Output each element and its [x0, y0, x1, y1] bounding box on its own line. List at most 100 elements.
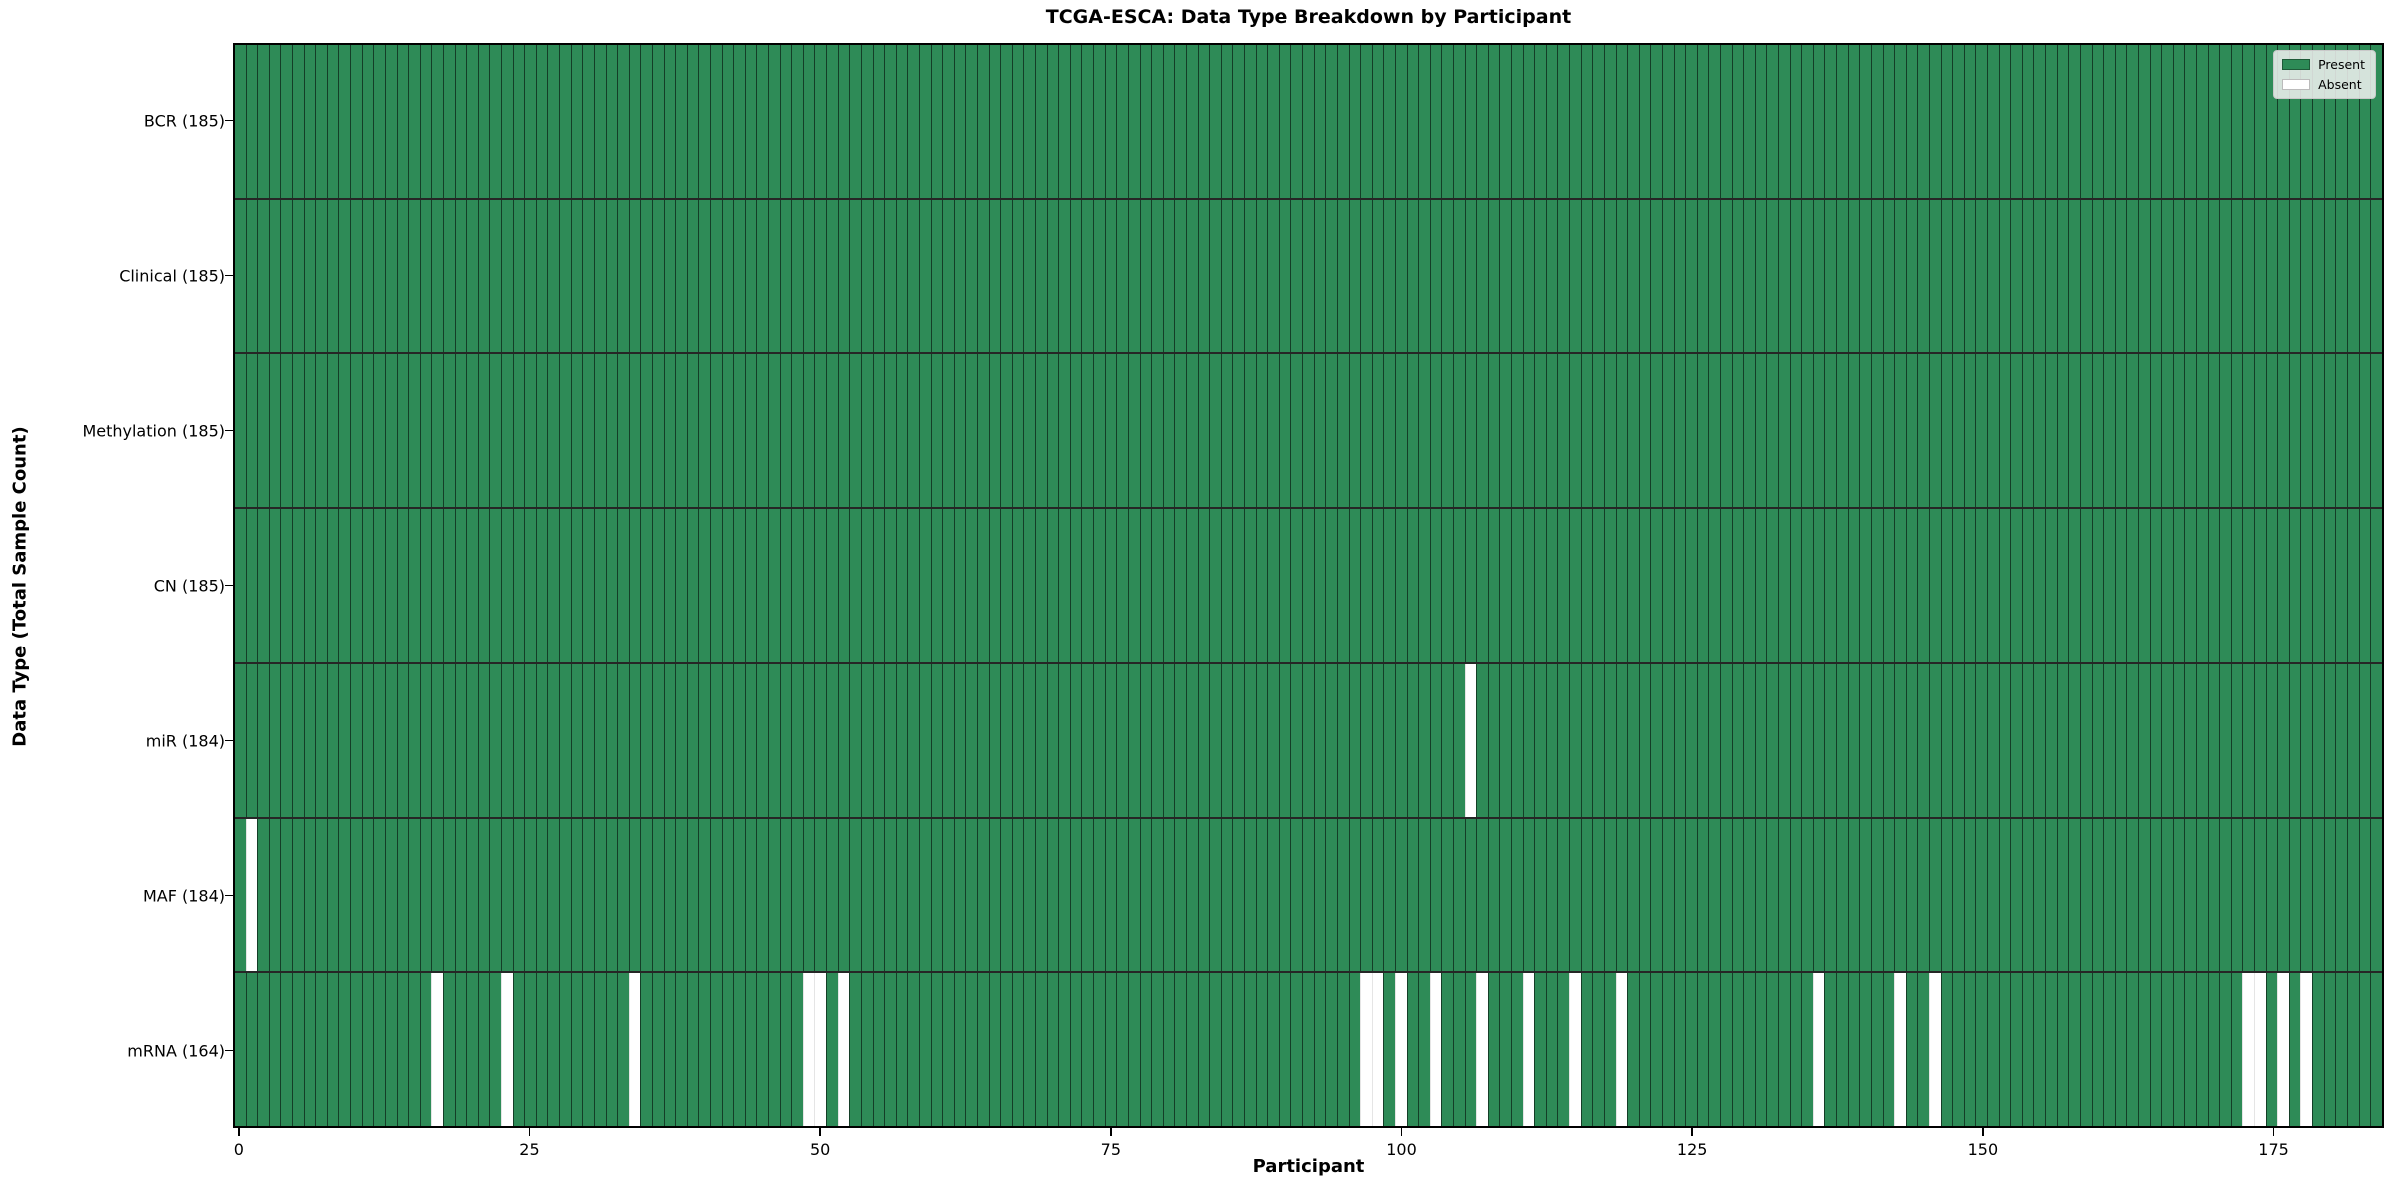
matrix-cell [1836, 199, 1848, 353]
matrix-cell [1998, 354, 2011, 508]
matrix-cell [1127, 663, 1140, 817]
matrix-cell [1232, 509, 1245, 662]
matrix-cell [292, 509, 304, 662]
matrix-cell [535, 973, 548, 1127]
matrix-cell [1812, 354, 1825, 508]
matrix-cell [1952, 199, 1964, 353]
matrix-row-cn [235, 507, 2382, 662]
matrix-cell [1836, 973, 1848, 1127]
matrix-cell [1627, 354, 1639, 508]
matrix-cell [245, 663, 258, 817]
matrix-cell [1046, 818, 1059, 972]
matrix-cell [547, 199, 560, 353]
matrix-cell [1336, 199, 1349, 353]
matrix-cell [1116, 509, 1128, 662]
matrix-cell [1638, 354, 1651, 508]
matrix-cell [1882, 199, 1895, 353]
matrix-cell [1116, 354, 1128, 508]
matrix-cell [1116, 663, 1128, 817]
matrix-cell [651, 973, 664, 1127]
matrix-cell [559, 509, 571, 662]
matrix-cell [535, 45, 548, 198]
matrix-cell [582, 199, 594, 353]
matrix-cell [408, 354, 420, 508]
matrix-cell [686, 663, 699, 817]
matrix-cell [268, 45, 281, 198]
matrix-cell [2335, 818, 2347, 972]
matrix-cell [2137, 45, 2150, 198]
matrix-cell [2358, 45, 2371, 198]
matrix-cell [1673, 199, 1686, 353]
matrix-cell [1766, 45, 1779, 198]
matrix-cell [907, 45, 919, 198]
matrix-cell [826, 663, 838, 817]
matrix-cell [431, 199, 443, 353]
matrix-cell [408, 663, 420, 817]
matrix-cell [1139, 45, 1152, 198]
matrix-cell [1302, 663, 1314, 817]
matrix-cell [1151, 45, 1163, 198]
matrix-cell [930, 199, 943, 353]
matrix-cell [1534, 973, 1546, 1127]
matrix-row-maf [235, 816, 2382, 972]
matrix-cell [1278, 663, 1291, 817]
matrix-cell [1905, 45, 1918, 198]
matrix-cell [791, 663, 803, 817]
matrix-cell [2219, 509, 2231, 662]
matrix-cell [2172, 818, 2185, 972]
matrix-cell [1232, 199, 1245, 353]
matrix-cell [675, 973, 687, 1127]
matrix-cell [2277, 818, 2289, 972]
matrix-cell [2207, 199, 2220, 353]
matrix-cell [1197, 199, 1210, 353]
matrix-cell [2137, 509, 2150, 662]
matrix-cell [1244, 973, 1256, 1127]
matrix-cell [1894, 199, 1906, 353]
matrix-cell [1859, 663, 1871, 817]
matrix-cell [315, 818, 327, 972]
matrix-cell [779, 663, 792, 817]
matrix-cell [1522, 509, 1535, 662]
matrix-cell [837, 45, 850, 198]
matrix-cell [1127, 199, 1140, 353]
legend: Present Absent [2273, 50, 2376, 99]
matrix-cell [1058, 818, 1070, 972]
matrix-cell [512, 45, 525, 198]
matrix-cell [675, 199, 687, 353]
matrix-cell [1940, 354, 1953, 508]
matrix-cell [884, 973, 896, 1127]
matrix-cell [756, 973, 769, 1127]
matrix-cell [779, 818, 792, 972]
y-tick-mark [225, 274, 233, 277]
matrix-cell [942, 199, 954, 353]
legend-present-swatch [2282, 59, 2311, 70]
matrix-cell [1998, 199, 2011, 353]
matrix-cell [698, 818, 710, 972]
matrix-cell [1209, 973, 1221, 1127]
matrix-cell [2103, 509, 2115, 662]
x-tick-mark [238, 1128, 240, 1136]
matrix-cell [1371, 818, 1384, 972]
matrix-cell [1046, 663, 1059, 817]
matrix-cell [257, 663, 269, 817]
matrix-cell [953, 199, 966, 353]
matrix-cell [1476, 663, 1488, 817]
matrix-cell [1824, 509, 1837, 662]
matrix-cell [1197, 354, 1210, 508]
matrix-cell [350, 818, 362, 972]
matrix-cell [1476, 45, 1488, 198]
matrix-cell [2346, 354, 2359, 508]
matrix-cell [1847, 45, 1860, 198]
matrix-cell [1603, 199, 1616, 353]
matrix-cell [1580, 818, 1593, 972]
matrix-cell [2288, 45, 2301, 198]
matrix-cell [1220, 663, 1233, 817]
matrix-cell [1000, 509, 1012, 662]
matrix-cell [1522, 199, 1535, 353]
matrix-cell [431, 818, 443, 972]
matrix-cell [280, 199, 293, 353]
matrix-cell [1418, 973, 1430, 1127]
matrix-cell [315, 45, 327, 198]
matrix-cell [419, 663, 432, 817]
matrix-cell [1209, 663, 1221, 817]
